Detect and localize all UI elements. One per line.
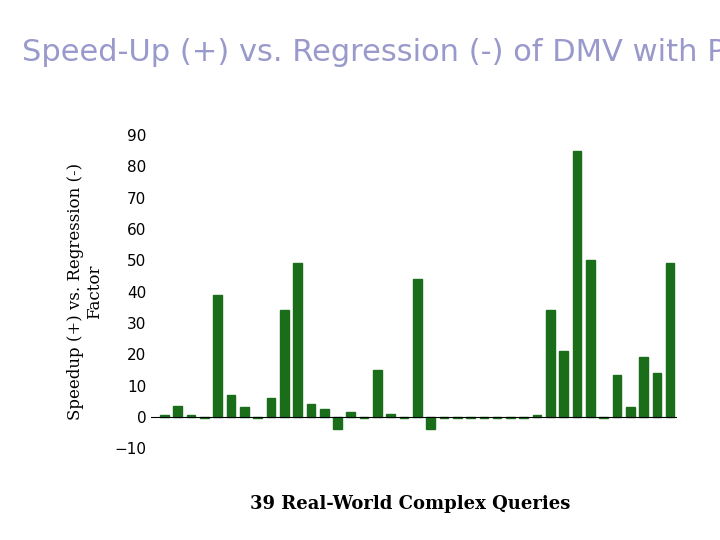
Bar [453, 417, 462, 418]
Bar [266, 398, 275, 417]
Bar [546, 310, 554, 417]
Bar [227, 395, 235, 417]
Text: Speed-Up (+) vs. Regression (-) of DMV with POP: Speed-Up (+) vs. Regression (-) of DMV w… [22, 38, 720, 67]
Bar [440, 417, 449, 418]
Bar [599, 417, 608, 418]
Text: 39 Real-World Complex Queries: 39 Real-World Complex Queries [251, 495, 570, 513]
Bar [519, 417, 528, 418]
Bar [613, 375, 621, 417]
Bar [346, 412, 355, 417]
Bar [400, 417, 408, 418]
Bar [559, 351, 568, 417]
Bar [652, 373, 661, 417]
Bar [240, 408, 248, 417]
Bar [533, 415, 541, 417]
Bar [360, 417, 369, 418]
Bar [213, 295, 222, 417]
Bar [320, 409, 328, 417]
Bar [280, 310, 289, 417]
Bar [160, 415, 168, 417]
Bar [253, 417, 262, 418]
Bar [413, 279, 422, 417]
Bar [387, 414, 395, 417]
Bar [467, 417, 475, 418]
Bar [480, 417, 488, 418]
Bar [293, 264, 302, 417]
Bar [373, 370, 382, 417]
Bar [426, 417, 435, 429]
Bar [506, 417, 515, 418]
Bar [186, 415, 195, 417]
Bar [639, 357, 648, 417]
Bar [333, 417, 342, 429]
Bar [174, 406, 182, 417]
Bar [666, 264, 675, 417]
Y-axis label: Speedup (+) vs. Regression (-)
Factor: Speedup (+) vs. Regression (-) Factor [67, 163, 103, 420]
Bar [492, 417, 502, 418]
Bar [200, 417, 209, 418]
Bar [307, 404, 315, 417]
Bar [626, 408, 634, 417]
Bar [586, 260, 595, 417]
Bar [572, 151, 581, 417]
